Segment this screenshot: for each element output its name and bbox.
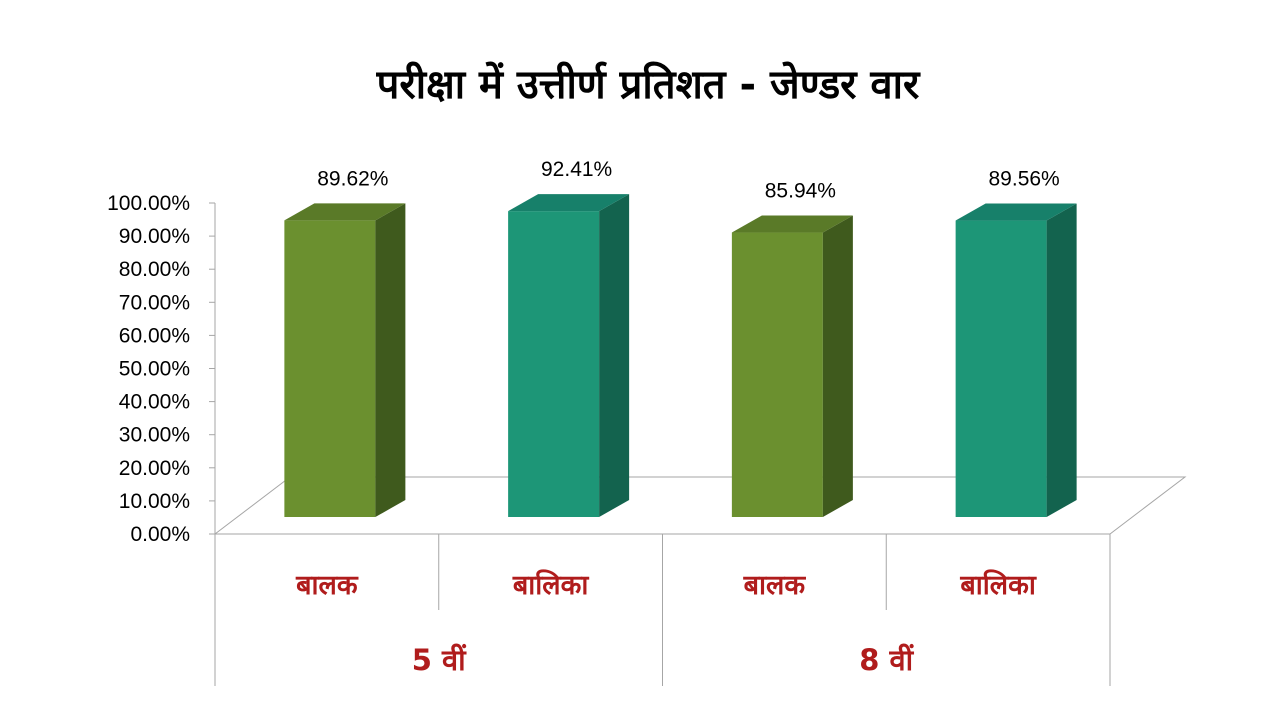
bar-side — [1046, 203, 1077, 517]
bar-top — [731, 215, 853, 233]
category-label: बालिका — [959, 569, 1036, 601]
group-label: 8 वीं — [859, 643, 914, 677]
bar-3: 85.94% — [731, 180, 853, 517]
y-axis: 0.00% 10.00% 20.00% 30.00% 40.00% 50.00% 60.00… — [107, 192, 216, 546]
floor-outline — [213, 476, 1187, 535]
data-label: 85.94% — [765, 180, 836, 203]
bar-1: 89.62% — [284, 167, 406, 518]
y-tick-label: 10.00% — [119, 490, 190, 513]
bar-side — [375, 203, 406, 518]
bar-side — [599, 194, 630, 517]
bar-front — [508, 211, 600, 517]
bars: 89.62% 92.41% 85.94% 89.56% — [284, 158, 1077, 518]
group-label: 5 वीं — [412, 643, 467, 677]
category-label: बालिका — [512, 569, 589, 601]
category-label: बालक — [743, 570, 807, 601]
y-tick-label: 50.00% — [119, 358, 190, 381]
y-tick-label: 100.00% — [107, 192, 190, 215]
bar-top — [284, 203, 406, 221]
y-tick-label: 80.00% — [119, 258, 190, 281]
x-axis: बालक बालिका बालक बालिका 5 वीं 8 वीं — [214, 534, 1111, 686]
y-tick-label: 20.00% — [119, 457, 190, 480]
bar-top — [508, 194, 630, 212]
data-label: 89.62% — [317, 167, 388, 190]
bar-front — [955, 220, 1047, 517]
bar-side — [822, 215, 853, 517]
y-tick-label: 90.00% — [119, 225, 190, 248]
bar-front — [284, 220, 376, 518]
data-label: 89.56% — [989, 168, 1060, 191]
bar-4: 89.56% — [955, 168, 1077, 517]
bar-front — [731, 232, 823, 517]
y-tick-label: 70.00% — [119, 291, 190, 314]
y-tick-label: 40.00% — [119, 391, 190, 414]
chart-floor — [213, 476, 1187, 535]
y-tick-label: 0.00% — [130, 523, 190, 546]
y-tick-label: 60.00% — [119, 324, 190, 347]
data-label: 92.41% — [541, 158, 612, 181]
y-tick-label: 30.00% — [119, 424, 190, 447]
category-label: बालक — [295, 570, 359, 601]
bar-top — [955, 203, 1077, 221]
bar-2: 92.41% — [508, 158, 630, 517]
chart-title: परीक्षा में उत्तीर्ण प्रतिशत - जेण्डर वा… — [376, 61, 921, 108]
